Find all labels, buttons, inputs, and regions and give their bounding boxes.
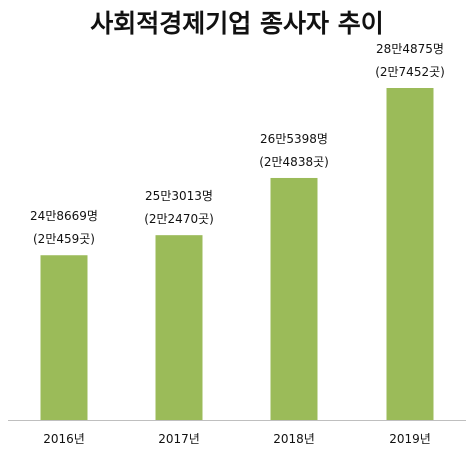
value-label-1: 25만3013명 xyxy=(145,189,213,203)
chart-title: 사회적경제기업 종사자 추이 xyxy=(90,9,383,38)
bar-3 xyxy=(386,88,434,420)
value-label-2: 26만5398명 xyxy=(260,132,328,146)
x-tick-labels-group: 2016년 2017년 2018년 2019년 xyxy=(43,432,431,446)
sub-label-0: (2만459곳) xyxy=(33,232,95,246)
value-label-0: 24만8669명 xyxy=(30,209,98,223)
value-labels-group: 24만8669명 25만3013명 26만5398명 28만4875명 xyxy=(30,42,444,223)
bars-group xyxy=(40,88,434,420)
value-label-3: 28만4875명 xyxy=(376,42,444,56)
sub-label-3: (2만7452곳) xyxy=(375,65,445,79)
bar-0 xyxy=(40,255,88,420)
x-tick-label-0: 2016년 xyxy=(43,432,85,446)
x-tick-label-3: 2019년 xyxy=(389,432,431,446)
sub-label-2: (2만4838곳) xyxy=(259,155,329,169)
sub-labels-group: (2만459곳) (2만2470곳) (2만4838곳) (2만7452곳) xyxy=(33,65,445,246)
x-tick-label-2: 2018년 xyxy=(273,432,315,446)
bar-2 xyxy=(270,177,318,420)
x-tick-label-1: 2017년 xyxy=(158,432,200,446)
sub-label-1: (2만2470곳) xyxy=(144,212,214,226)
bar-1 xyxy=(155,235,203,420)
